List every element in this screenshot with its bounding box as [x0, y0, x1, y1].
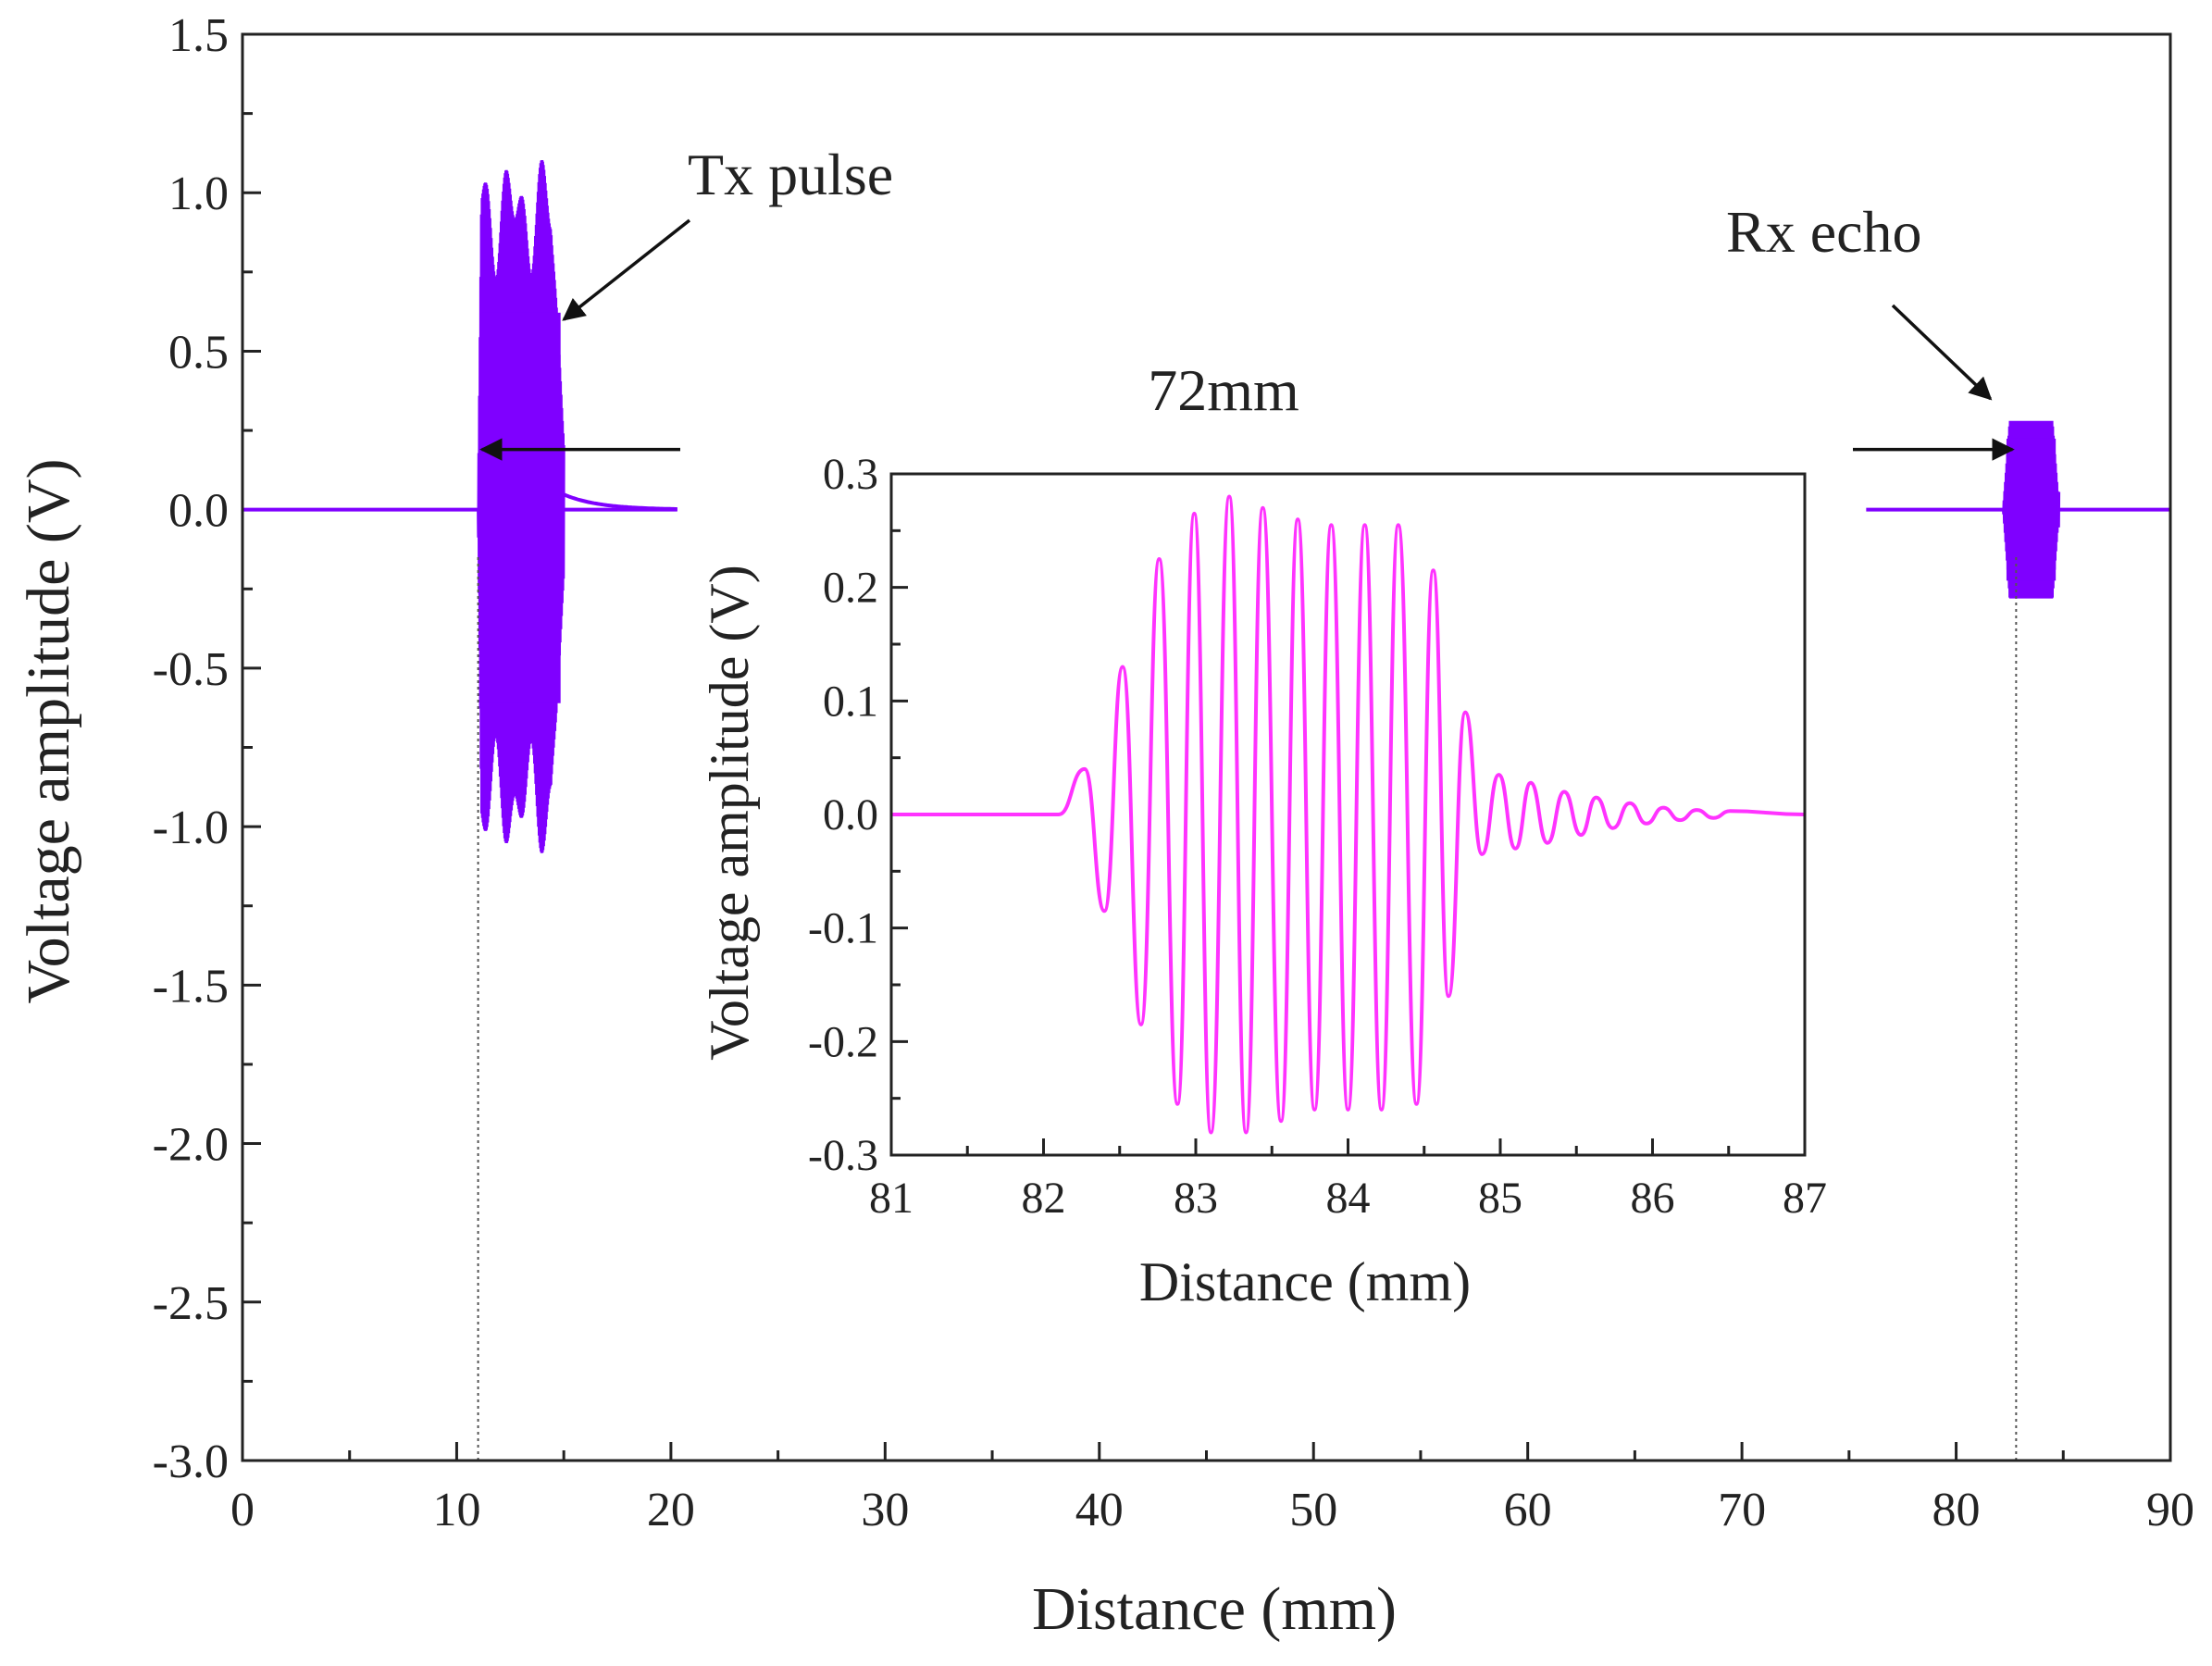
main-x-axis-title: Distance (mm): [1032, 1575, 1397, 1643]
tx-pulse-arrow: [562, 218, 691, 321]
main-x-tick-label: 90: [2146, 1484, 2194, 1536]
inset-x-axis-title: Distance (mm): [1139, 1251, 1471, 1312]
main-x-tick-label: 60: [1504, 1484, 1552, 1536]
rx-echo-annotation: Rx echo: [1726, 199, 1922, 265]
inset-series-layer: [891, 494, 1806, 1135]
main-x-tick-label: 30: [861, 1484, 909, 1536]
rx-echo-core: [2006, 438, 2057, 581]
main-y-tick-label: 0.0: [168, 485, 229, 538]
rx-echo-arrow: [1891, 304, 1993, 401]
main-series-layer: [242, 159, 2170, 1461]
main-y-tick-label: -2.5: [153, 1277, 229, 1330]
inset-y-tick-label: 0.3: [823, 450, 878, 499]
annotations: Tx pulse Rx echo 72mm: [479, 142, 2015, 461]
inset-axes-box: [889, 472, 1807, 1157]
main-y-tick-label: 1.5: [168, 9, 229, 62]
main-y-tick-label: -0.5: [153, 643, 229, 696]
tx-pulse-annotation: Tx pulse: [688, 142, 893, 207]
inset-axis-ticks: 81 82 83 84 85 86 87 -0.3 -0.2 -0.1 0.0 0.1 0.2 0.3: [808, 450, 1827, 1223]
main-x-tick-label: 20: [647, 1484, 695, 1536]
inset-x-tick-label: 82: [1022, 1174, 1066, 1223]
main-y-tick-label: -1.0: [153, 802, 229, 854]
inset-echo-line: [891, 494, 1806, 1135]
inset-x-tick-label: 85: [1478, 1174, 1522, 1223]
inset-y-tick-label: 0.0: [823, 790, 878, 839]
main-x-tick-label: 80: [1932, 1484, 1981, 1536]
inset-background: [814, 463, 1823, 1231]
main-x-tick-label: 40: [1075, 1484, 1124, 1536]
inset-y-tick-label: -0.2: [808, 1017, 878, 1066]
main-y-tick-label: -1.5: [153, 960, 229, 1013]
inset-x-tick-label: 81: [869, 1174, 913, 1223]
inset-y-tick-label: 0.1: [823, 677, 878, 726]
main-y-axis-title: Voltage amplitude (V): [15, 459, 82, 1004]
inset-y-tick-label: -0.1: [808, 904, 878, 953]
tx-pulse-core: [481, 312, 561, 703]
inset-chart: 81 82 83 84 85 86 87 -0.3 -0.2 -0.1 0.0 0.1 0.2 0.3 D…: [699, 450, 1827, 1312]
inset-y-tick-label: -0.3: [808, 1131, 878, 1180]
inset-y-axis-title: Voltage amplitude (V): [699, 565, 760, 1060]
annotation-arrows: [479, 218, 2015, 461]
main-y-tick-label: 1.0: [168, 168, 229, 220]
main-plot-frame: [241, 32, 2172, 1462]
main-y-tick-label: -3.0: [153, 1436, 229, 1488]
main-x-tick-label: 70: [1718, 1484, 1766, 1536]
main-x-tick-label: 10: [432, 1484, 480, 1536]
inset-y-tick-label: 0.2: [823, 564, 878, 613]
main-axes-box: [241, 32, 2172, 1462]
inset-x-tick-label: 83: [1174, 1174, 1218, 1223]
main-axis-ticks: 0 10 20 30 40 50 60 70 80 90 -3.0 -2.5 -2.0 -1.5 -1.0 -…: [153, 9, 2194, 1536]
inset-x-tick-label: 87: [1783, 1174, 1827, 1223]
tx-ring-down: [563, 492, 677, 511]
main-y-tick-label: -2.0: [153, 1119, 229, 1172]
inset-plot-frame: [889, 472, 1807, 1157]
main-x-tick-label: 50: [1289, 1484, 1337, 1536]
main-x-tick-label: 0: [230, 1484, 255, 1536]
main-chart: 0 10 20 30 40 50 60 70 80 90 -3.0 -2.5 -2.0 -1.5 -1.0 -…: [15, 9, 2194, 1643]
inset-x-tick-label: 84: [1326, 1174, 1371, 1223]
inset-x-tick-label: 86: [1631, 1174, 1675, 1223]
main-y-tick-label: 0.5: [168, 326, 229, 379]
distance-72mm-annotation: 72mm: [1148, 357, 1299, 423]
